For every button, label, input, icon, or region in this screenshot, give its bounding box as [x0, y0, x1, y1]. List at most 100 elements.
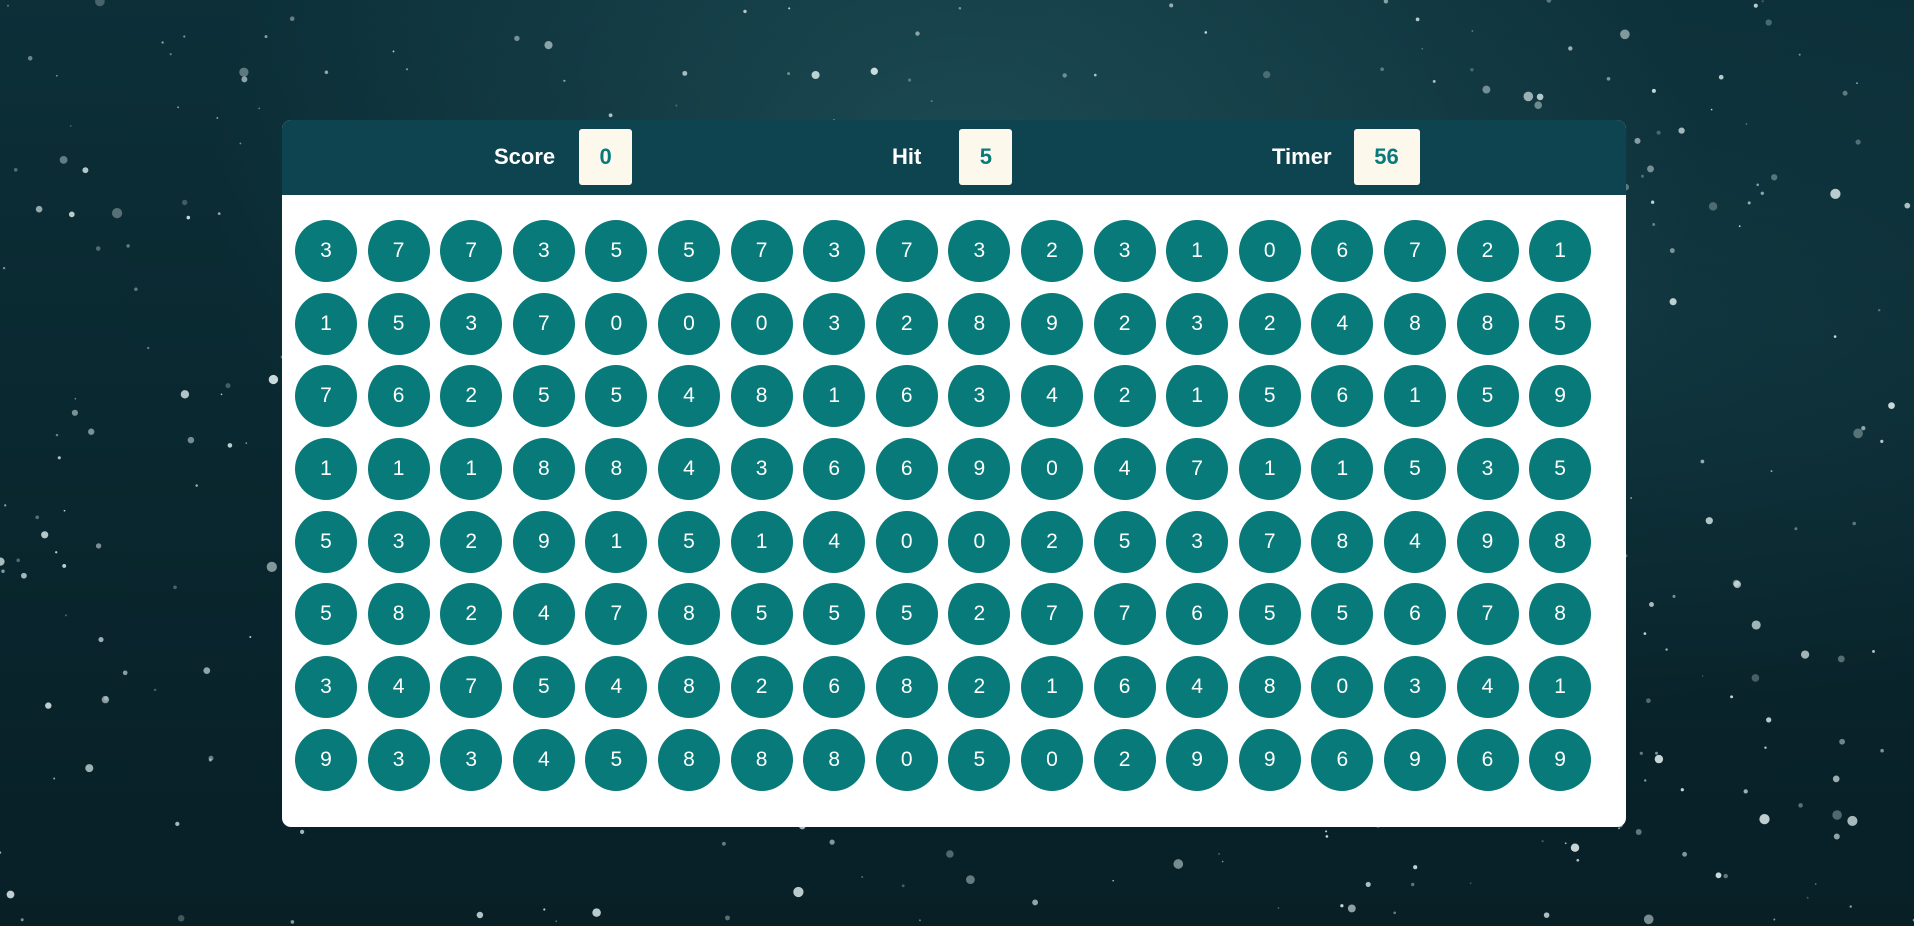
number-bubble[interactable]: 6 — [1093, 656, 1156, 719]
number-bubble[interactable]: 3 — [948, 220, 1011, 282]
number-bubble[interactable]: 5 — [295, 583, 357, 646]
number-bubble[interactable]: 8 — [512, 438, 575, 501]
number-bubble[interactable]: 4 — [512, 728, 575, 791]
number-bubble[interactable]: 3 — [1166, 510, 1229, 573]
number-bubble[interactable]: 3 — [440, 728, 503, 791]
number-bubble[interactable]: 4 — [1166, 656, 1229, 719]
number-bubble[interactable]: 7 — [875, 220, 938, 282]
number-bubble[interactable]: 5 — [948, 728, 1011, 791]
number-bubble[interactable]: 6 — [875, 438, 938, 501]
number-bubble[interactable]: 8 — [657, 728, 720, 791]
number-bubble[interactable]: 3 — [948, 365, 1011, 428]
number-bubble[interactable]: 3 — [1456, 438, 1519, 501]
number-bubble[interactable]: 5 — [1529, 438, 1592, 501]
number-bubble[interactable]: 6 — [1456, 728, 1519, 791]
number-bubble[interactable]: 8 — [657, 583, 720, 646]
number-bubble[interactable]: 5 — [1238, 365, 1301, 428]
number-bubble[interactable]: 3 — [803, 220, 866, 282]
number-bubble[interactable]: 2 — [1456, 220, 1519, 282]
number-bubble[interactable]: 2 — [1020, 220, 1083, 282]
number-bubble[interactable]: 6 — [875, 365, 938, 428]
number-bubble[interactable]: 8 — [948, 292, 1011, 355]
number-bubble[interactable]: 5 — [1456, 365, 1519, 428]
number-bubble[interactable]: 1 — [1238, 438, 1301, 501]
number-bubble[interactable]: 3 — [1166, 292, 1229, 355]
number-bubble[interactable]: 5 — [512, 656, 575, 719]
number-bubble[interactable]: 1 — [803, 365, 866, 428]
number-bubble[interactable]: 1 — [730, 510, 793, 573]
number-bubble[interactable]: 7 — [1383, 220, 1446, 282]
number-bubble[interactable]: 2 — [1093, 728, 1156, 791]
number-bubble[interactable]: 3 — [367, 728, 430, 791]
number-bubble[interactable]: 5 — [1238, 583, 1301, 646]
number-bubble[interactable]: 1 — [1166, 220, 1229, 282]
number-bubble[interactable]: 5 — [657, 220, 720, 282]
number-bubble[interactable]: 7 — [440, 656, 503, 719]
number-bubble[interactable]: 5 — [585, 220, 648, 282]
number-bubble[interactable]: 2 — [875, 292, 938, 355]
number-bubble[interactable]: 6 — [803, 656, 866, 719]
number-bubble[interactable]: 2 — [1093, 365, 1156, 428]
number-bubble[interactable]: 5 — [295, 510, 357, 573]
number-bubble[interactable]: 4 — [803, 510, 866, 573]
number-bubble[interactable]: 0 — [657, 292, 720, 355]
number-bubble[interactable]: 9 — [1529, 728, 1592, 791]
number-bubble[interactable]: 4 — [1456, 656, 1519, 719]
number-bubble[interactable]: 6 — [803, 438, 866, 501]
number-bubble[interactable]: 4 — [1020, 365, 1083, 428]
number-bubble[interactable]: 2 — [948, 656, 1011, 719]
number-bubble[interactable]: 9 — [1529, 365, 1592, 428]
number-bubble[interactable]: 9 — [1020, 292, 1083, 355]
number-bubble[interactable]: 6 — [1311, 728, 1374, 791]
number-bubble[interactable]: 3 — [1383, 656, 1446, 719]
number-bubble[interactable]: 4 — [657, 365, 720, 428]
number-bubble[interactable]: 5 — [1311, 583, 1374, 646]
number-bubble[interactable]: 3 — [295, 656, 357, 719]
number-bubble[interactable]: 4 — [512, 583, 575, 646]
number-bubble[interactable]: 8 — [730, 728, 793, 791]
number-bubble[interactable]: 2 — [730, 656, 793, 719]
number-bubble[interactable]: 6 — [1311, 365, 1374, 428]
number-bubble[interactable]: 7 — [1093, 583, 1156, 646]
number-bubble[interactable]: 8 — [875, 656, 938, 719]
number-bubble[interactable]: 5 — [585, 728, 648, 791]
number-bubble[interactable]: 1 — [1383, 365, 1446, 428]
number-bubble[interactable]: 8 — [657, 656, 720, 719]
number-bubble[interactable]: 0 — [875, 728, 938, 791]
number-bubble[interactable]: 4 — [657, 438, 720, 501]
number-bubble[interactable]: 2 — [440, 365, 503, 428]
number-bubble[interactable]: 7 — [367, 220, 430, 282]
number-bubble[interactable]: 8 — [730, 365, 793, 428]
number-bubble[interactable]: 5 — [1529, 292, 1592, 355]
number-bubble[interactable]: 9 — [1456, 510, 1519, 573]
number-bubble[interactable]: 1 — [585, 510, 648, 573]
number-bubble[interactable]: 7 — [1166, 438, 1229, 501]
number-bubble[interactable]: 6 — [1383, 583, 1446, 646]
number-bubble[interactable]: 9 — [295, 728, 357, 791]
number-bubble[interactable]: 7 — [585, 583, 648, 646]
number-bubble[interactable]: 8 — [367, 583, 430, 646]
number-bubble[interactable]: 5 — [1093, 510, 1156, 573]
number-bubble[interactable]: 1 — [295, 292, 357, 355]
number-bubble[interactable]: 8 — [1456, 292, 1519, 355]
number-bubble[interactable]: 0 — [1020, 728, 1083, 791]
number-bubble[interactable]: 7 — [1238, 510, 1301, 573]
number-bubble[interactable]: 0 — [948, 510, 1011, 573]
number-bubble[interactable]: 8 — [1529, 510, 1592, 573]
number-bubble[interactable]: 4 — [1093, 438, 1156, 501]
number-bubble[interactable]: 1 — [367, 438, 430, 501]
number-bubble[interactable]: 6 — [1166, 583, 1229, 646]
number-bubble[interactable]: 8 — [585, 438, 648, 501]
number-bubble[interactable]: 1 — [295, 438, 357, 501]
number-bubble[interactable]: 8 — [803, 728, 866, 791]
number-bubble[interactable]: 6 — [367, 365, 430, 428]
number-bubble[interactable]: 5 — [512, 365, 575, 428]
number-bubble[interactable]: 2 — [1093, 292, 1156, 355]
number-bubble[interactable]: 6 — [1311, 220, 1374, 282]
number-bubble[interactable]: 9 — [1166, 728, 1229, 791]
number-bubble[interactable]: 9 — [948, 438, 1011, 501]
number-bubble[interactable]: 4 — [1383, 510, 1446, 573]
number-bubble[interactable]: 9 — [1238, 728, 1301, 791]
number-bubble[interactable]: 8 — [1529, 583, 1592, 646]
number-bubble[interactable]: 3 — [440, 292, 503, 355]
